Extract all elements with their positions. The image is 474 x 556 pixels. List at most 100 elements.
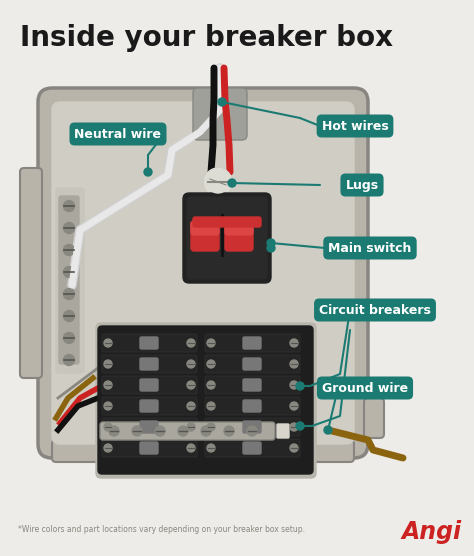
Circle shape — [187, 360, 195, 368]
Circle shape — [187, 339, 195, 347]
Text: *Wire colors and part locations vary depending on your breaker box setup.: *Wire colors and part locations vary dep… — [18, 525, 305, 534]
Text: Angi: Angi — [402, 520, 462, 544]
Circle shape — [64, 289, 74, 300]
Circle shape — [290, 339, 298, 347]
FancyBboxPatch shape — [243, 358, 261, 370]
Circle shape — [201, 426, 211, 436]
FancyBboxPatch shape — [277, 424, 289, 438]
Circle shape — [207, 360, 215, 368]
FancyBboxPatch shape — [52, 440, 354, 462]
FancyBboxPatch shape — [225, 221, 253, 251]
Circle shape — [178, 426, 188, 436]
FancyBboxPatch shape — [20, 168, 42, 378]
FancyBboxPatch shape — [140, 442, 158, 454]
Circle shape — [104, 402, 112, 410]
Circle shape — [187, 423, 195, 431]
FancyBboxPatch shape — [191, 221, 219, 235]
FancyBboxPatch shape — [243, 379, 261, 391]
FancyBboxPatch shape — [102, 418, 197, 436]
Circle shape — [207, 402, 215, 410]
Circle shape — [187, 444, 195, 452]
Circle shape — [207, 444, 215, 452]
FancyBboxPatch shape — [205, 376, 300, 394]
Circle shape — [64, 355, 74, 365]
FancyBboxPatch shape — [102, 355, 197, 373]
Circle shape — [104, 360, 112, 368]
Text: Neutral wire: Neutral wire — [74, 127, 162, 141]
Circle shape — [64, 245, 74, 256]
Circle shape — [224, 426, 234, 436]
Text: Circuit breakers: Circuit breakers — [319, 304, 431, 316]
Text: Hot wires: Hot wires — [322, 120, 388, 132]
Circle shape — [267, 244, 275, 252]
FancyBboxPatch shape — [102, 376, 197, 394]
Circle shape — [290, 423, 298, 431]
Circle shape — [204, 168, 232, 196]
FancyBboxPatch shape — [96, 323, 316, 478]
FancyBboxPatch shape — [243, 337, 261, 349]
Text: Lugs: Lugs — [346, 178, 379, 191]
Circle shape — [247, 426, 257, 436]
FancyBboxPatch shape — [140, 337, 158, 349]
Circle shape — [187, 402, 195, 410]
Text: Main switch: Main switch — [328, 241, 412, 255]
Circle shape — [228, 179, 236, 187]
FancyBboxPatch shape — [98, 326, 313, 474]
Circle shape — [104, 381, 112, 389]
FancyBboxPatch shape — [364, 398, 384, 438]
Circle shape — [290, 444, 298, 452]
FancyBboxPatch shape — [187, 197, 267, 279]
FancyBboxPatch shape — [102, 334, 197, 352]
FancyBboxPatch shape — [52, 102, 354, 444]
Circle shape — [324, 426, 332, 434]
Circle shape — [207, 339, 215, 347]
Circle shape — [290, 360, 298, 368]
Circle shape — [267, 239, 275, 247]
FancyBboxPatch shape — [140, 421, 158, 433]
FancyBboxPatch shape — [193, 217, 261, 227]
Circle shape — [296, 382, 304, 390]
FancyBboxPatch shape — [243, 421, 261, 433]
Circle shape — [296, 422, 304, 430]
Circle shape — [204, 168, 232, 196]
FancyBboxPatch shape — [140, 400, 158, 412]
Circle shape — [207, 423, 215, 431]
FancyBboxPatch shape — [140, 358, 158, 370]
Text: Inside your breaker box: Inside your breaker box — [20, 24, 393, 52]
FancyBboxPatch shape — [193, 88, 247, 140]
FancyBboxPatch shape — [205, 355, 300, 373]
Circle shape — [109, 426, 119, 436]
Circle shape — [64, 310, 74, 321]
Circle shape — [132, 426, 142, 436]
Circle shape — [104, 423, 112, 431]
Circle shape — [290, 402, 298, 410]
Circle shape — [144, 168, 152, 176]
FancyBboxPatch shape — [102, 439, 197, 457]
FancyBboxPatch shape — [59, 196, 79, 364]
Circle shape — [104, 339, 112, 347]
Circle shape — [155, 426, 165, 436]
Circle shape — [218, 98, 226, 106]
Circle shape — [290, 381, 298, 389]
Circle shape — [104, 444, 112, 452]
FancyBboxPatch shape — [205, 439, 300, 457]
Text: Ground wire: Ground wire — [322, 381, 408, 395]
FancyBboxPatch shape — [100, 422, 275, 440]
FancyBboxPatch shape — [191, 221, 219, 251]
FancyBboxPatch shape — [56, 188, 84, 373]
Circle shape — [64, 222, 74, 234]
FancyBboxPatch shape — [243, 442, 261, 454]
FancyBboxPatch shape — [102, 397, 197, 415]
FancyBboxPatch shape — [243, 400, 261, 412]
FancyBboxPatch shape — [225, 221, 253, 235]
Circle shape — [64, 332, 74, 344]
FancyBboxPatch shape — [140, 379, 158, 391]
Circle shape — [64, 266, 74, 277]
Circle shape — [64, 201, 74, 211]
Circle shape — [207, 171, 229, 193]
FancyBboxPatch shape — [205, 334, 300, 352]
Circle shape — [187, 381, 195, 389]
FancyBboxPatch shape — [205, 397, 300, 415]
Circle shape — [207, 381, 215, 389]
FancyBboxPatch shape — [38, 88, 368, 458]
